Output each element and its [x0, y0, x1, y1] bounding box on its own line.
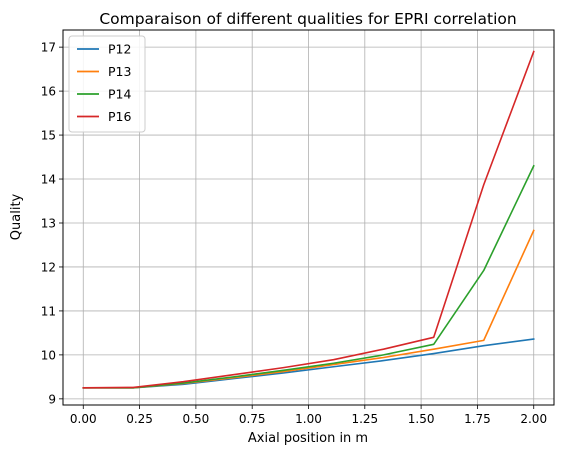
y-tick-label: 17 — [41, 41, 56, 55]
x-tick-label: 0.50 — [183, 412, 210, 426]
x-tick-label: 1.50 — [408, 412, 435, 426]
y-tick-label: 13 — [41, 216, 56, 230]
legend-label-p14: P14 — [108, 87, 131, 102]
y-tick-label: 9 — [48, 392, 56, 406]
x-tick-label: 0.25 — [126, 412, 153, 426]
x-tick-label: 1.75 — [464, 412, 491, 426]
y-tick-label: 16 — [41, 85, 56, 99]
y-tick-label: 11 — [41, 304, 56, 318]
y-axis-label: Quality — [9, 193, 24, 240]
legend-label-p13: P13 — [108, 64, 131, 79]
x-tick-label: 2.00 — [520, 412, 547, 426]
x-axis-label: Axial position in m — [248, 431, 368, 446]
legend-label-p12: P12 — [108, 42, 131, 57]
legend: P12 P13 P14 P16 — [68, 35, 146, 133]
legend-box — [68, 35, 146, 133]
y-tick-label: 15 — [41, 129, 56, 143]
y-tick-label: 10 — [41, 348, 56, 362]
series-layer — [82, 50, 535, 389]
x-tick-label: 0.00 — [70, 412, 97, 426]
y-tick-label: 12 — [41, 260, 56, 274]
x-tick-label: 0.75 — [239, 412, 266, 426]
series-line-p14 — [82, 164, 535, 389]
ticks-layer: 0.00 0.25 0.50 0.75 1.00 1.25 1.50 1.75 2.00 9 10 1… — [41, 41, 547, 426]
y-tick-label: 14 — [41, 173, 56, 187]
grid-layer — [63, 30, 554, 405]
x-tick-label: 1.00 — [295, 412, 322, 426]
legend-label-p16: P16 — [108, 109, 131, 124]
series-line-p16 — [82, 50, 535, 389]
x-tick-label: 1.25 — [351, 412, 378, 426]
chart-title: Comparaison of different qualities for E… — [99, 10, 516, 28]
